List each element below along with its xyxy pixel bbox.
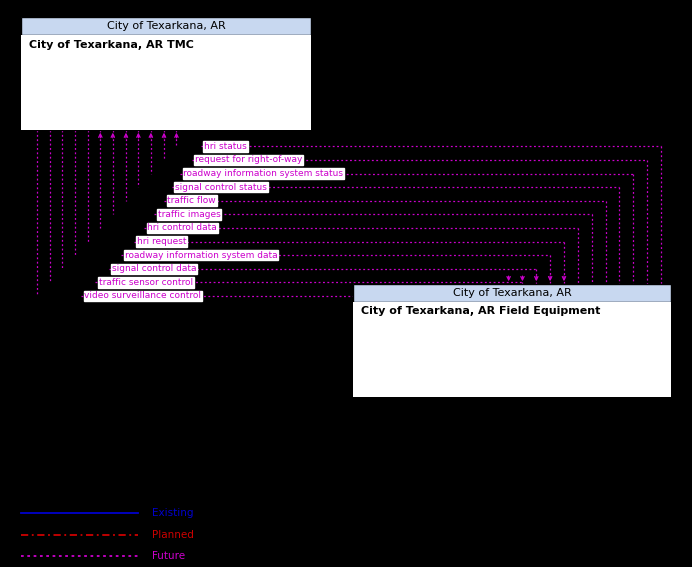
Bar <box>21 17 311 130</box>
Text: video surveillance control: video surveillance control <box>84 291 201 301</box>
Text: Existing: Existing <box>152 508 194 518</box>
Text: Future: Future <box>152 551 185 561</box>
Text: traffic flow: traffic flow <box>167 196 216 205</box>
Text: roadway information system data: roadway information system data <box>125 251 277 260</box>
Text: hri status: hri status <box>204 142 247 151</box>
Bar <box>353 284 671 397</box>
Text: City of Texarkana, AR: City of Texarkana, AR <box>107 21 226 31</box>
Text: traffic sensor control: traffic sensor control <box>99 278 193 287</box>
Text: traffic images: traffic images <box>158 210 221 219</box>
Text: roadway information system status: roadway information system status <box>183 169 343 178</box>
Text: hri request: hri request <box>137 237 187 246</box>
Bar <box>353 284 671 302</box>
Text: request for right-of-way: request for right-of-way <box>195 155 302 164</box>
Text: City of Texarkana, AR Field Equipment: City of Texarkana, AR Field Equipment <box>361 306 601 316</box>
Text: Planned: Planned <box>152 530 194 540</box>
Text: hri control data: hri control data <box>147 223 217 232</box>
Text: signal control data: signal control data <box>112 264 197 273</box>
Text: signal control status: signal control status <box>175 183 267 192</box>
Bar <box>353 302 671 397</box>
Bar <box>21 17 311 35</box>
Bar <box>21 35 311 130</box>
Bar <box>21 17 311 35</box>
Text: City of Texarkana, AR: City of Texarkana, AR <box>453 287 572 298</box>
Text: City of Texarkana, AR TMC: City of Texarkana, AR TMC <box>29 40 194 50</box>
Bar <box>353 284 671 302</box>
